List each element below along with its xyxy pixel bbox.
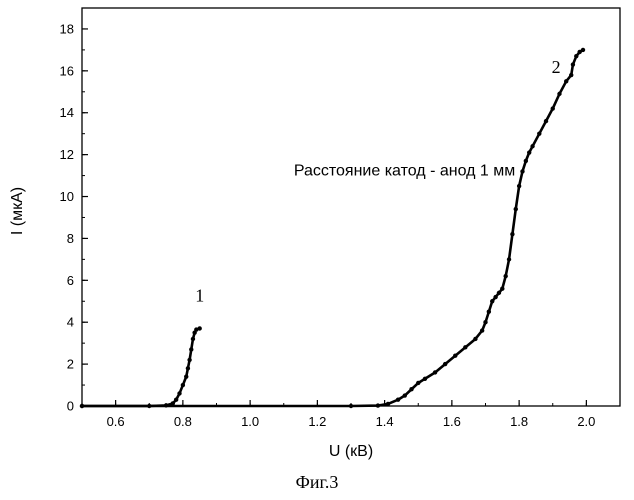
x-tick-label: 1.4: [376, 414, 394, 429]
y-axis-label: I (мкА): [9, 187, 26, 235]
series-2-point: [497, 291, 501, 295]
x-tick-label: 1.0: [241, 414, 259, 429]
series-2-point: [423, 377, 427, 381]
series-2-point: [473, 337, 477, 341]
series-2-point: [530, 144, 534, 148]
series-2-point: [571, 62, 575, 66]
x-tick-label: 1.8: [510, 414, 528, 429]
series-2-point: [500, 286, 504, 290]
x-axis-label: U (кВ): [329, 443, 373, 460]
y-tick-label: 2: [67, 357, 74, 372]
series-layer: [80, 48, 585, 409]
x-tick-label: 1.2: [308, 414, 326, 429]
curve-1-label: 1: [195, 285, 204, 305]
series-2-point: [483, 320, 487, 324]
y-tick-label: 18: [60, 21, 74, 36]
series-2-point: [503, 274, 507, 278]
series-2-point: [527, 150, 531, 154]
series-2-point: [510, 232, 514, 236]
series-2-point: [520, 169, 524, 173]
series-2-point: [493, 295, 497, 299]
series-2-point: [581, 48, 585, 52]
series-2-point: [544, 119, 548, 123]
y-tick-label: 10: [60, 189, 74, 204]
y-tick-label: 12: [60, 147, 74, 162]
y-tick-label: 8: [67, 231, 74, 246]
series-2-point: [537, 131, 541, 135]
series-2-point: [514, 207, 518, 211]
y-tick-label: 0: [67, 399, 74, 414]
series-1-point: [174, 398, 178, 402]
series-2-point: [463, 345, 467, 349]
series-2-point: [524, 159, 528, 163]
series-2-point: [564, 79, 568, 83]
series-2-point: [416, 381, 420, 385]
series-1-line: [82, 328, 200, 406]
series-1-point: [187, 358, 191, 362]
x-tick-label: 0.8: [174, 414, 192, 429]
series-2-point: [480, 328, 484, 332]
series-2-point: [490, 299, 494, 303]
series-2-point: [507, 257, 511, 261]
series-2-point: [403, 393, 407, 397]
y-tick-label: 14: [60, 105, 74, 120]
series-2-point: [409, 387, 413, 391]
y-tick-label: 6: [67, 273, 74, 288]
series-2-point: [453, 354, 457, 358]
series-2-point: [443, 362, 447, 366]
series-1-point: [184, 374, 188, 378]
series-2-point: [574, 54, 578, 58]
x-tick-label: 2.0: [577, 414, 595, 429]
series-1-point: [177, 391, 181, 395]
series-2-point: [557, 92, 561, 96]
distance-annotation: Расстояние катод - анод 1 мм: [294, 163, 515, 180]
y-axis: 0 2 4 6 8 10 12 14 16 18: [60, 8, 88, 414]
series-2-line: [82, 50, 583, 406]
series-1-point: [181, 383, 185, 387]
series-1-point: [191, 337, 195, 341]
series-2-point: [569, 73, 573, 77]
series-2-point: [487, 310, 491, 314]
x-tick-label: 0.6: [107, 414, 125, 429]
series-2-point: [433, 370, 437, 374]
series-2-point: [396, 398, 400, 402]
y-tick-label: 16: [60, 63, 74, 78]
y-tick-label: 4: [67, 315, 74, 330]
plot-frame: [82, 8, 620, 406]
series-2-point: [551, 106, 555, 110]
x-tick-label: 1.6: [443, 414, 461, 429]
series-1-point: [189, 347, 193, 351]
series-1-point: [186, 366, 190, 370]
series-1-point: [197, 326, 201, 330]
curve-2-label: 2: [552, 57, 561, 77]
figure-caption: Фиг.3: [0, 472, 634, 493]
series-2-point: [517, 184, 521, 188]
